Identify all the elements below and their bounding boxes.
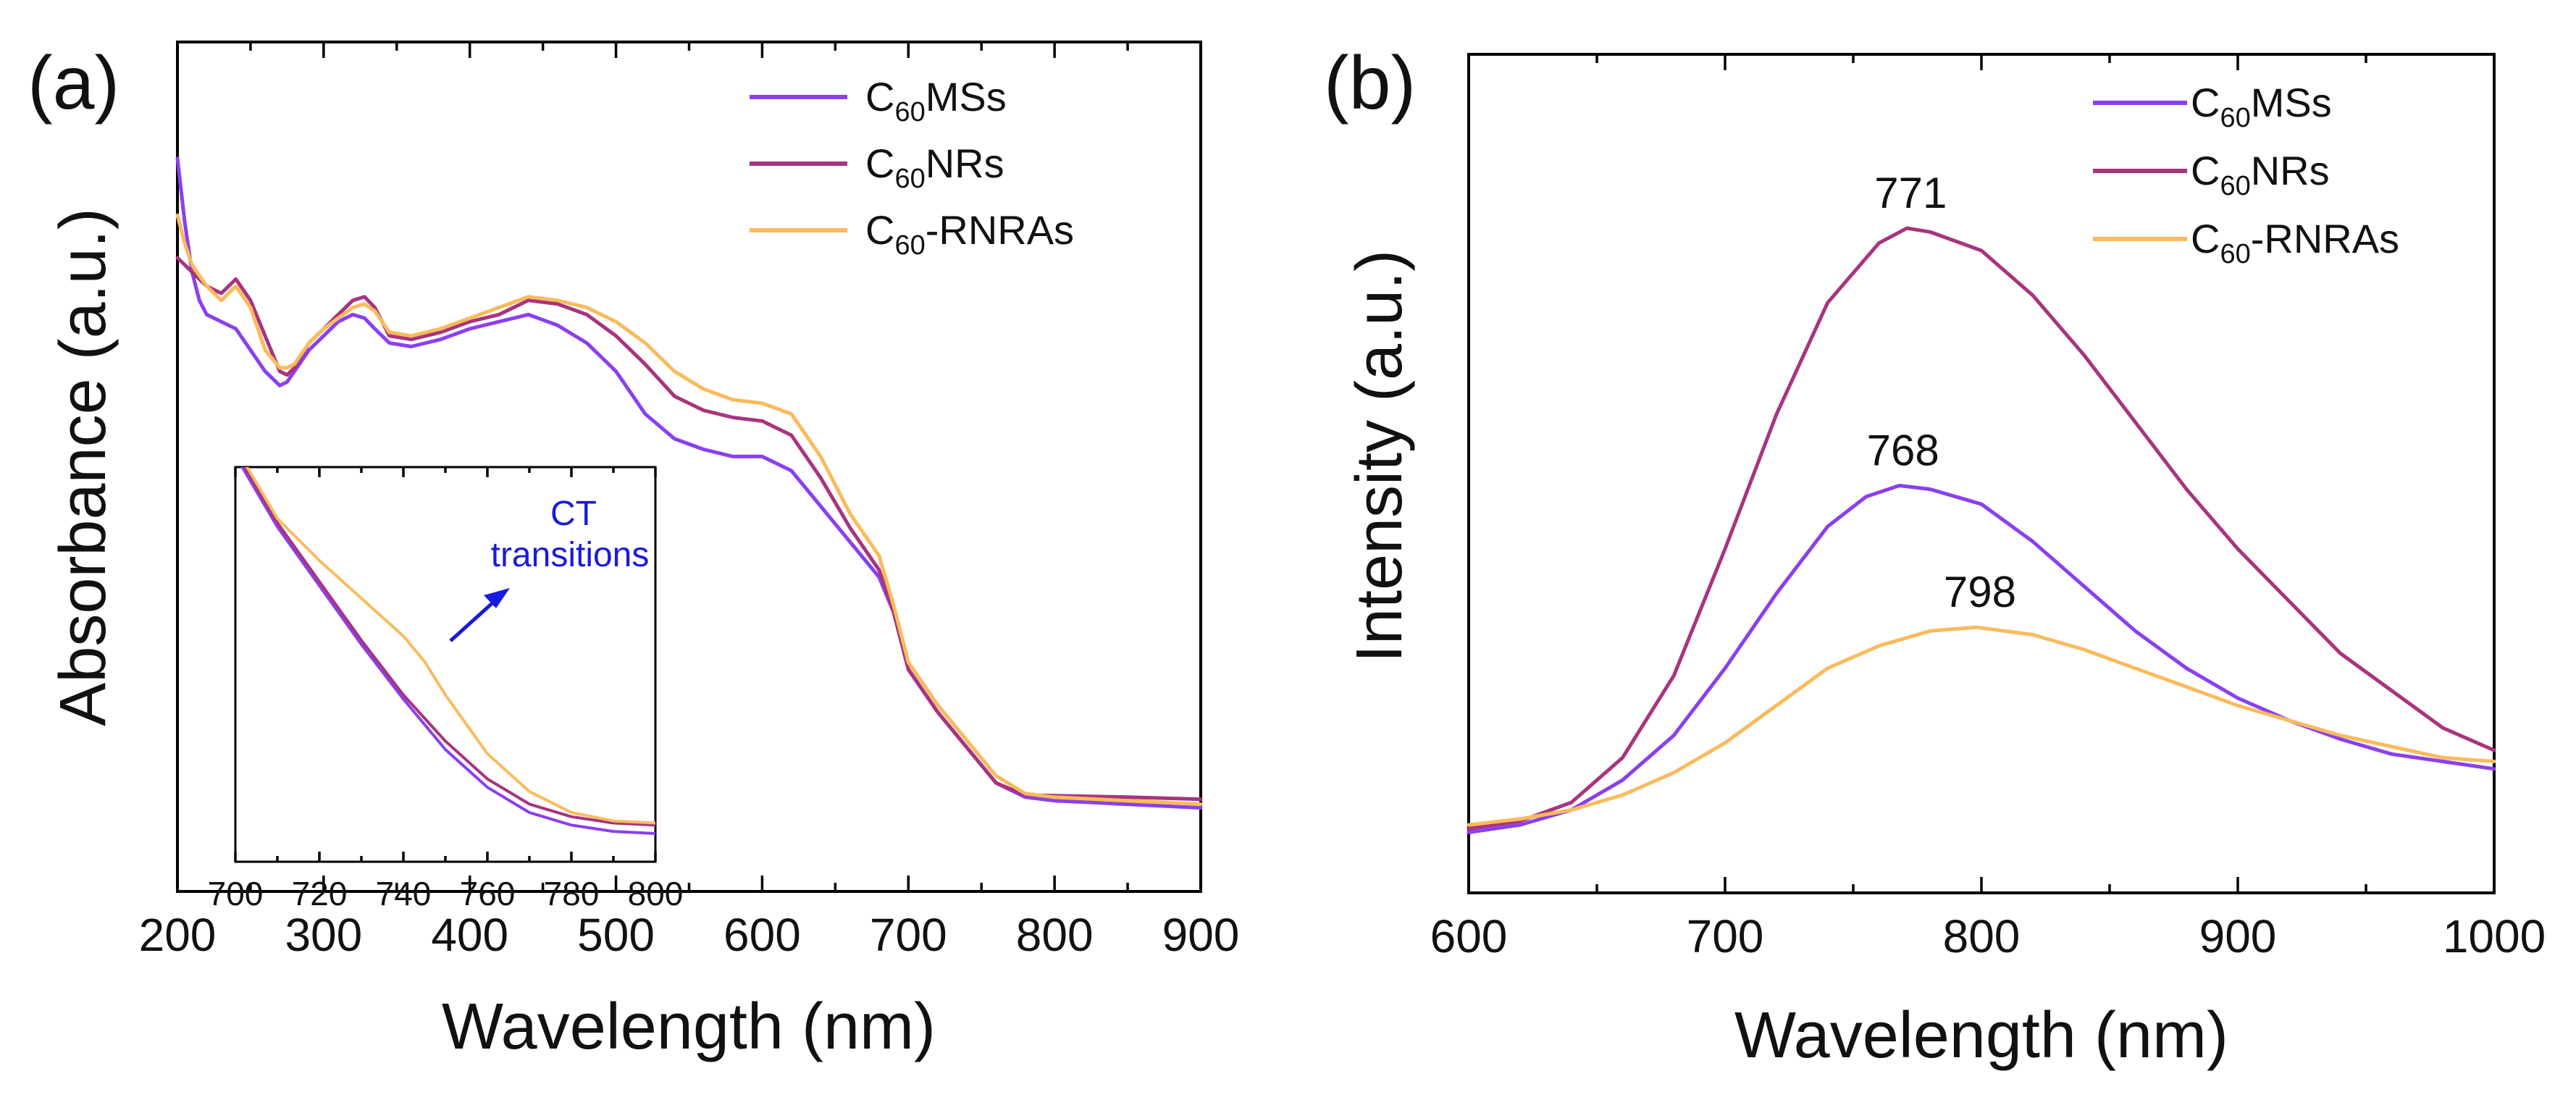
panel-b-label: (b) <box>1324 41 1416 125</box>
panel-b-legend-label-c60mss: C60MSs <box>2191 80 2332 133</box>
panel-a-line-c60-rnras <box>175 213 1203 807</box>
panel-b-line-c60nrs <box>1467 226 2496 831</box>
panel-b-series-lines <box>1467 226 2496 834</box>
panel-b-y-axis-label: Intensity (a.u.) <box>1343 250 1416 663</box>
ct-annotation-line2: transitions <box>491 536 650 574</box>
inset-x-tick-label: 720 <box>292 875 348 912</box>
panel-b-legend-label-c60-rnras: C60-RNRAs <box>2191 216 2399 269</box>
ct-arrow-shaft <box>449 600 496 642</box>
panel-a-x-tick-label: 500 <box>577 909 655 961</box>
panel-a-x-tick-label: 200 <box>139 909 217 961</box>
panel-a-legend: C60MSs C60NRs C60-RNRAs <box>750 74 1074 261</box>
peak-label-768: 768 <box>1867 426 1939 474</box>
peak-label-798: 798 <box>1944 568 2016 616</box>
panel-a-legend-label-c60nrs: C60NRs <box>865 140 1004 194</box>
panel-a-line-c60nrs <box>175 256 1203 802</box>
panel-b-x-ticks <box>1467 54 2496 893</box>
panel-b-x-tick-label: 900 <box>2199 910 2277 962</box>
panel-a-x-tick-label: 400 <box>431 909 508 961</box>
panel-a-legend-label-c60mss: C60MSs <box>865 74 1007 127</box>
panel-a-label: (a) <box>28 41 119 125</box>
panel-a: (a) 200 300 400 500 600 700 800 900 Wavelength … <box>28 41 1239 1063</box>
panel-b-x-tick-label: 700 <box>1687 910 1764 962</box>
panel-a-y-axis-label: Absorbance (a.u.) <box>47 208 119 726</box>
inset-x-tick-label: 740 <box>376 875 432 912</box>
inset-x-tick-label: 760 <box>460 875 516 912</box>
panel-a-x-tick-label: 800 <box>1016 909 1094 961</box>
panel-a-x-tick-label: 600 <box>723 909 801 961</box>
panel-a-legend-label-c60-rnras: C60-RNRAs <box>865 207 1074 261</box>
panel-a-x-ticks <box>176 42 1202 891</box>
inset-series-lines <box>240 467 655 835</box>
ct-arrow-head-icon <box>484 588 510 608</box>
panel-b-x-tick-labels: 600 700 800 900 1000 <box>1430 910 2546 962</box>
panel-b-line-c60-rnras <box>1467 625 2496 827</box>
panel-a-series-lines <box>175 156 1203 810</box>
panel-b-line-c60mss <box>1467 484 2496 834</box>
inset-x-tick-labels: 700 720 740 760 780 800 <box>208 875 684 912</box>
panel-b-x-axis-label: Wavelength (nm) <box>1734 999 2228 1072</box>
panel-a-x-tick-label: 700 <box>870 909 947 961</box>
panel-a-x-tick-labels: 200 300 400 500 600 700 800 900 <box>139 909 1240 961</box>
inset-line-c60nrs <box>243 467 655 827</box>
panel-b-legend-label-c60nrs: C60NRs <box>2191 148 2330 201</box>
panel-b: (b) 600 700 800 900 1000 Wavelength (nm) Int… <box>1324 41 2546 1072</box>
panel-b-plot-frame <box>1467 53 2496 894</box>
inset-x-ticks <box>234 467 657 862</box>
panel-b-x-tick-label: 800 <box>1943 910 2021 962</box>
panel-b-x-tick-label: 1000 <box>2443 910 2546 962</box>
panel-b-peak-labels: 771 768 798 <box>1867 169 2016 616</box>
ct-annotation-line1: CT <box>550 495 597 533</box>
panel-a-x-tick-label: 900 <box>1162 909 1240 961</box>
panel-b-x-tick-label: 600 <box>1430 910 1508 962</box>
panel-a-inset: 700 720 740 760 780 800 CT transitions <box>208 466 684 912</box>
inset-x-tick-label: 800 <box>628 875 684 912</box>
panel-b-legend: C60MSs C60NRs C60-RNRAs <box>2093 80 2399 269</box>
panel-a-x-axis-label: Wavelength (nm) <box>442 991 936 1063</box>
inset-frame <box>234 466 657 863</box>
panel-a-x-tick-label: 300 <box>285 909 362 961</box>
inset-x-tick-label: 780 <box>544 875 600 912</box>
inset-line-c60mss <box>240 467 655 835</box>
inset-line-c60-rnras <box>245 467 655 825</box>
inset-x-tick-label: 700 <box>208 875 264 912</box>
peak-label-771: 771 <box>1874 169 1947 217</box>
